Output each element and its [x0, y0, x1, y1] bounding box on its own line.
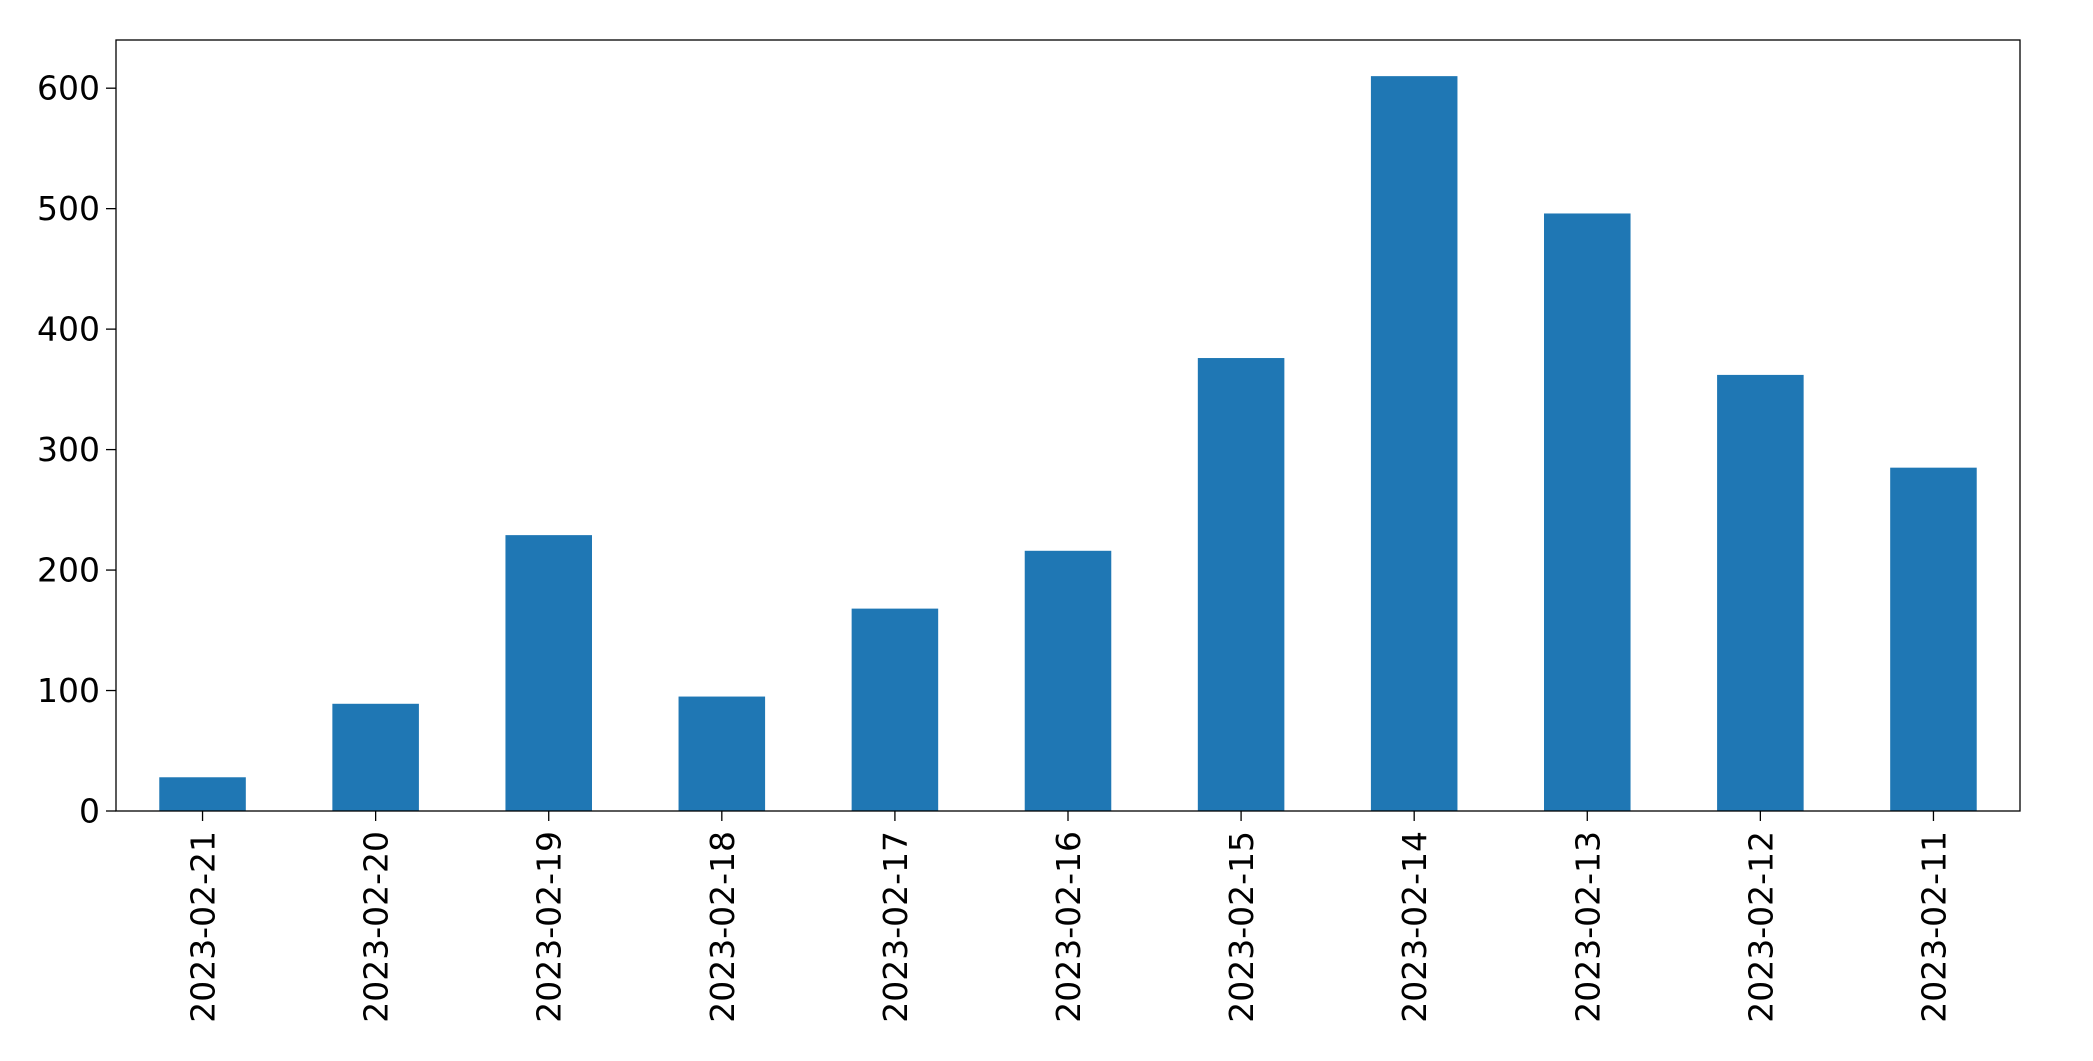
- y-tick-label: 500: [37, 189, 100, 228]
- x-tick-label: 2023-02-11: [1914, 831, 1953, 1023]
- y-axis: 0 100 200 300 400 500 600: [37, 69, 116, 831]
- bar-2023-02-17: [851, 608, 939, 811]
- x-tick-label: 2023-02-17: [876, 831, 915, 1023]
- x-tick-label: 2023-02-18: [703, 831, 742, 1023]
- x-axis: 2023-02-21 2023-02-20 2023-02-19 2023-02-18…: [184, 811, 1953, 1023]
- x-tick-label: 2023-02-12: [1741, 831, 1780, 1023]
- x-tick-label: 2023-02-20: [357, 831, 396, 1023]
- x-tick-label: 2023-02-16: [1049, 831, 1088, 1023]
- y-tick-label: 300: [37, 430, 100, 469]
- y-tick-label: 400: [37, 310, 100, 349]
- bar-2023-02-19: [505, 535, 592, 811]
- plot-frame: [115, 39, 2021, 812]
- bar-2023-02-20: [332, 703, 419, 811]
- x-tick-label: 2023-02-19: [530, 831, 569, 1023]
- bar-2023-02-13: [1544, 213, 1631, 812]
- x-tick-label: 2023-02-14: [1395, 831, 1434, 1023]
- x-tick-label: 2023-02-21: [184, 831, 223, 1023]
- bar-2023-02-21: [159, 777, 246, 811]
- bar-2023-02-16: [1024, 550, 1112, 811]
- bar-2023-02-15: [1197, 358, 1285, 811]
- y-tick-label: 0: [79, 792, 100, 831]
- x-tick-label: 2023-02-13: [1568, 831, 1607, 1023]
- y-tick-label: 200: [37, 551, 100, 590]
- bar-2023-02-12: [1717, 374, 1804, 811]
- x-tick-label: 2023-02-15: [1222, 831, 1261, 1023]
- bars: [159, 76, 1977, 812]
- bar-2023-02-14: [1370, 76, 1458, 811]
- bar-2023-02-11: [1890, 467, 1977, 811]
- bar-2023-02-18: [678, 696, 766, 811]
- y-tick-label: 600: [37, 69, 100, 108]
- y-tick-label: 100: [37, 671, 100, 710]
